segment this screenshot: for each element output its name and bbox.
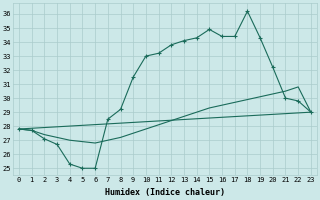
X-axis label: Humidex (Indice chaleur): Humidex (Indice chaleur) (105, 188, 225, 197)
